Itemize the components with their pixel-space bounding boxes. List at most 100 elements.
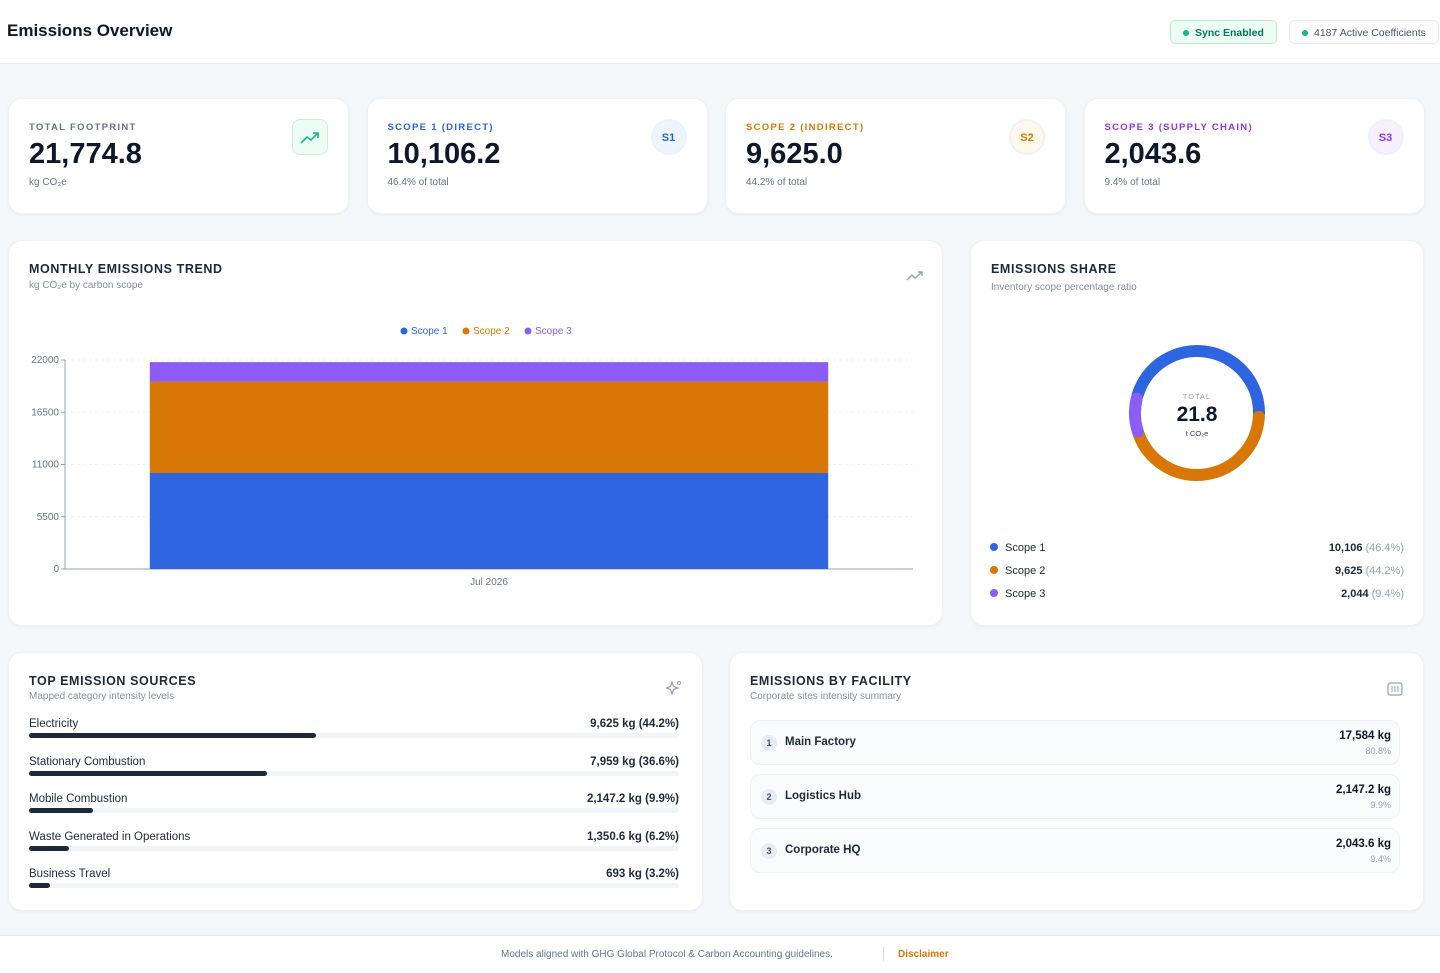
legend-value: 2,044 (9.4%) — [1341, 588, 1404, 600]
bar-track — [29, 883, 679, 888]
legend-swatch — [462, 327, 470, 335]
kpi-badge: S1 — [650, 119, 687, 155]
share-card: EMISSIONS SHARE Inventory scope percenta… — [970, 240, 1424, 626]
disclaimer-link[interactable]: Disclaimer — [898, 949, 949, 960]
legend-value: 9,625 (44.2%) — [1335, 565, 1404, 577]
source-value: 7,959 kg (36.6%) — [590, 755, 679, 768]
kpi-badge: S2 — [1009, 119, 1045, 155]
legend-label: Scope 3 — [535, 326, 572, 337]
center-label: TOTAL — [1183, 392, 1211, 401]
header: Emissions Overview Sync Enabled 4187 Act… — [0, 0, 1440, 64]
legend-label: Scope 1 — [411, 326, 448, 337]
y-tick-label: 11000 — [32, 460, 60, 471]
value-label: 10,106 — [1329, 542, 1363, 554]
kpi-value: 2,043.6 — [1104, 138, 1202, 170]
source-value: 2,147.2 kg (9.9%) — [586, 793, 679, 805]
source-row: Waste Generated in Operations 1,350.6 kg … — [29, 831, 679, 861]
trend-card: MONTHLY EMISSIONS TREND kg CO₂e by carbo… — [8, 240, 943, 626]
y-tick-label: 0 — [53, 564, 59, 575]
bar-track — [29, 733, 679, 738]
source-value: 9,625 kg (44.2%) — [590, 718, 679, 730]
kpi-note: 9.4% of total — [1104, 177, 1161, 188]
legend-swatch — [990, 566, 998, 574]
source-row: Electricity 9,625 kg (44.2%) — [29, 718, 679, 748]
x-tick-label: Jul 2026 — [470, 577, 508, 588]
sparkle-icon — [666, 680, 681, 696]
bar-track — [29, 808, 679, 813]
legend-swatch — [990, 589, 998, 597]
legend-swatch — [524, 327, 532, 335]
legend-swatch — [990, 543, 998, 551]
kpi-badge: S3 — [1367, 119, 1404, 155]
value-label: 9,625 — [1335, 565, 1363, 577]
footer: Models aligned with GHG Global Protocol … — [0, 935, 1440, 973]
facility-row: 1 Main Factory 17,584 kg 80.8% — [750, 720, 1400, 765]
kpi-card: SCOPE 1 (DIRECT) 10,106.2 46.4% of total S1 — [366, 98, 708, 214]
card-subtitle: Inventory scope percentage ratio — [991, 282, 1137, 293]
facility-name: Corporate HQ — [785, 844, 861, 856]
facility-name: Logistics Hub — [785, 790, 862, 802]
kpi-card: SCOPE 2 (INDIRECT) 9,625.0 44.2% of total S… — [725, 98, 1066, 214]
kpi-value: 9,625.0 — [746, 138, 843, 170]
sources-card: TOP EMISSION SOURCES Mapped category int… — [8, 652, 703, 911]
facilities-card: EMISSIONS BY FACILITY Corporate sites in… — [729, 652, 1424, 911]
facility-value: 17,584 kg — [1339, 730, 1391, 742]
facility-rank: 1 — [761, 735, 777, 751]
source-value: 1,350.6 kg (6.2%) — [586, 830, 679, 843]
donut-arc — [1131, 345, 1265, 420]
legend-label: Scope 2 — [473, 326, 510, 337]
facility-value: 2,043.6 kg — [1336, 838, 1391, 850]
facility-share: 9.9% — [1370, 800, 1391, 810]
source-row: Business Travel 693 kg (3.2%) — [29, 868, 679, 898]
kpi-note: kg CO₂e — [29, 177, 67, 188]
status-badge: Sync Enabled — [1170, 20, 1277, 44]
center-value: 21.8 — [1177, 403, 1218, 426]
value-label: 2,044 — [1341, 588, 1369, 600]
kpi-note: 46.4% of total — [387, 177, 449, 188]
card-title: TOP EMISSION SOURCES — [29, 674, 197, 688]
percent-label: (9.4%) — [1372, 588, 1404, 600]
facility-share: 80.8% — [1365, 746, 1391, 756]
y-tick-label: 5500 — [37, 512, 60, 523]
facility-row: 2 Logistics Hub 2,147.2 kg 9.9% — [750, 774, 1400, 819]
bar-segment — [149, 381, 829, 473]
kpi-value: 10,106.2 — [387, 138, 501, 170]
kpi-label: SCOPE 2 (INDIRECT) — [746, 122, 865, 133]
bar — [29, 845, 70, 851]
card-title: EMISSIONS SHARE — [991, 262, 1117, 276]
status-badge: 4187 Active Coefficients — [1289, 20, 1439, 44]
share-chart: TOTAL 21.8 t CO₂e Scope 1 10,106 (46.4%) Scope… — [990, 345, 1404, 600]
facility-rank: 3 — [761, 843, 777, 859]
kpi-label: SCOPE 3 (SUPPLY CHAIN) — [1104, 122, 1253, 133]
y-tick-label: 22000 — [31, 355, 59, 366]
card-title: MONTHLY EMISSIONS TREND — [29, 262, 223, 276]
building-icon — [1387, 682, 1403, 696]
legend-label: Scope 3 — [1005, 588, 1045, 600]
bar — [29, 770, 267, 776]
bar-track — [29, 845, 679, 851]
kpi-label: TOTAL FOOTPRINT — [29, 122, 137, 133]
card-subtitle: Corporate sites intensity summary — [750, 691, 902, 702]
facility-value: 2,147.2 kg — [1336, 784, 1391, 796]
bar-track — [29, 770, 679, 776]
percent-label: (46.4%) — [1365, 542, 1404, 554]
kpi-note: 44.2% of total — [746, 177, 808, 188]
bar — [29, 808, 94, 813]
legend-label: Scope 1 — [1005, 542, 1045, 554]
source-row: Stationary Combustion 7,959 kg (36.6%) — [29, 756, 679, 786]
bar — [29, 733, 317, 738]
donut-arc — [1129, 392, 1144, 438]
facility-share: 9.4% — [1370, 854, 1391, 864]
legend-value: 10,106 (46.4%) — [1329, 542, 1404, 554]
donut-arc — [1132, 410, 1265, 481]
kpi-card: TOTAL FOOTPRINT 21,774.8 kg CO₂e — [8, 98, 349, 214]
source-value: 693 kg (3.2%) — [606, 868, 679, 880]
bar — [29, 883, 50, 888]
kpi-value: 21,774.8 — [29, 138, 142, 170]
card-subtitle: Mapped category intensity levels — [29, 691, 175, 702]
source-name: Stationary Combustion — [29, 755, 146, 768]
source-row: Mobile Combustion 2,147.2 kg (9.9%) — [29, 793, 679, 823]
percent-label: (44.2%) — [1365, 565, 1404, 577]
source-name: Mobile Combustion — [29, 793, 128, 805]
